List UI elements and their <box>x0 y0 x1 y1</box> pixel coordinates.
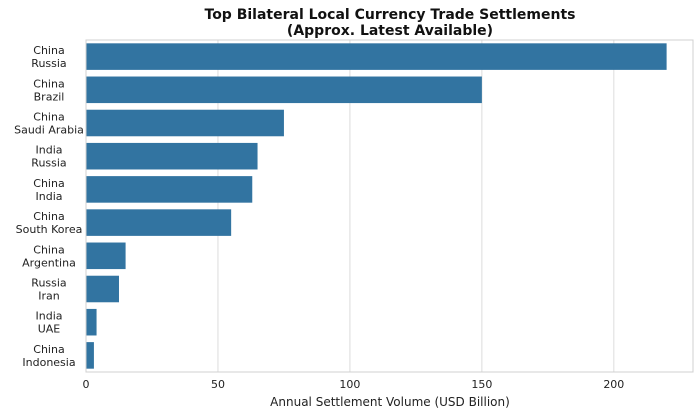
y-tick-label: China Russia <box>31 44 66 70</box>
bar <box>86 76 482 104</box>
bar <box>86 142 258 170</box>
x-tick-label: 50 <box>211 378 225 391</box>
x-tick-label: 0 <box>83 378 90 391</box>
bar <box>86 242 126 270</box>
y-tick-label: China Argentina <box>22 243 76 269</box>
bar <box>86 209 232 236</box>
chart-title: Top Bilateral Local Currency Trade Settl… <box>205 7 576 23</box>
x-tick-labels: 0 50 100 150 200 <box>83 378 625 391</box>
bars <box>86 43 667 369</box>
bar <box>86 109 284 137</box>
x-tick-label: 200 <box>603 378 624 391</box>
y-tick-label: India UAE <box>36 310 63 336</box>
y-tick-label: China Saudi Arabia <box>14 111 84 137</box>
bar <box>86 176 253 203</box>
y-tick-label: China India <box>33 177 64 203</box>
y-tick-label: China Indonesia <box>22 343 75 369</box>
y-tick-label: China Brazil <box>33 77 64 103</box>
x-axis-label: Annual Settlement Volume (USD Billion) <box>270 395 510 409</box>
bar <box>86 275 119 303</box>
bar <box>86 342 94 369</box>
chart-subtitle: (Approx. Latest Available) <box>287 23 493 39</box>
bar <box>86 43 667 70</box>
y-tick-label: Russia Iran <box>31 277 66 303</box>
bar <box>86 308 97 336</box>
y-tick-label: India Russia <box>31 144 66 170</box>
x-tick-label: 100 <box>339 378 360 391</box>
x-tick-label: 150 <box>471 378 492 391</box>
y-tick-label: China South Korea <box>16 210 83 236</box>
y-tick-labels: China Russia China Brazil China Saudi Arabia I… <box>14 44 84 369</box>
plot-frame <box>85 39 694 373</box>
